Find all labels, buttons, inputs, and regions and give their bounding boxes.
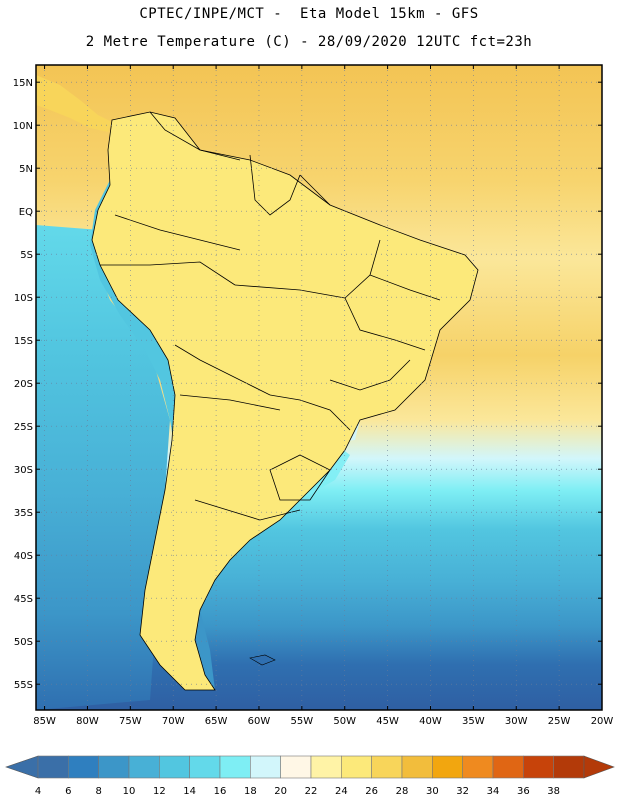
colorbar-label: 8 <box>95 786 101 797</box>
colorbar-cell <box>310 755 342 779</box>
lat-label: 55S <box>14 680 33 691</box>
colorbar-label: 14 <box>183 786 196 797</box>
colorbar-cell <box>432 755 463 779</box>
lat-label: 30S <box>14 465 33 476</box>
colorbar-label: 34 <box>487 786 500 797</box>
title-line-1: CPTEC/INPE/MCT - Eta Model 15km - GFS <box>139 6 479 22</box>
colorbar-cells <box>5 755 615 779</box>
lat-label: 25S <box>14 422 33 433</box>
title-line-2: 2 Metre Temperature (C) - 28/09/2020 12U… <box>85 34 533 50</box>
colorbar-cell <box>189 755 221 779</box>
lon-label: 80W <box>76 716 99 727</box>
colorbar-labels: 4 6 8 10 12 14 16 18 20 22 24 26 28 30 32 34 36 38 <box>35 786 560 797</box>
temperature-colorbar: 4 6 8 10 12 14 16 18 20 22 24 26 28 30 32 34 36 38 <box>5 755 615 797</box>
pacific-field <box>36 225 170 710</box>
temperature-map: 15N 10N 5N EQ 5S 10S 15S 20S 25S 30S 35S 40S 45S 50S 5… <box>13 64 613 727</box>
colorbar-label: 12 <box>153 786 166 797</box>
colorbar-label: 24 <box>335 786 348 797</box>
colorbar-cell <box>523 755 554 779</box>
colorbar-cell <box>462 755 494 779</box>
colorbar-label: 36 <box>517 786 530 797</box>
colorbar-label: 32 <box>456 786 469 797</box>
colorbar-cell <box>159 755 190 779</box>
map-frame <box>35 64 603 711</box>
lon-label: 85W <box>33 716 56 727</box>
lat-label: 40S <box>14 551 33 562</box>
lat-label: 15N <box>13 78 33 89</box>
colorbar-label: 22 <box>305 786 318 797</box>
colorbar-cell <box>68 755 99 779</box>
colorbar-label: 20 <box>274 786 287 797</box>
colorbar-label: 30 <box>426 786 439 797</box>
colorbar-label: 6 <box>65 786 71 797</box>
lat-label: 20S <box>14 379 33 390</box>
lon-label: 35W <box>462 716 485 727</box>
colorbar-cell <box>553 755 585 779</box>
lat-label: 5N <box>19 164 33 175</box>
colorbar-label: 18 <box>244 786 257 797</box>
lat-label: 45S <box>14 594 33 605</box>
lon-label: 70W <box>162 716 185 727</box>
lat-label: EQ <box>19 207 33 218</box>
lon-label: 75W <box>119 716 142 727</box>
colorbar-cell <box>219 755 251 779</box>
colorbar-cell <box>401 755 433 779</box>
lon-label: 30W <box>505 716 528 727</box>
colorbar-cell <box>371 755 403 779</box>
longitude-labels: 85W 80W 75W 70W 65W 60W 55W 50W 45W 40W 35W 30W 25W 2… <box>33 716 613 727</box>
lon-label: 65W <box>205 716 228 727</box>
colorbar-cell <box>280 755 312 779</box>
colorbar-label: 16 <box>214 786 227 797</box>
colorbar-cell <box>341 755 372 779</box>
lat-label: 50S <box>14 637 33 648</box>
lat-label: 15S <box>14 336 33 347</box>
lat-label: 5S <box>20 250 33 261</box>
central-america-land <box>36 75 112 132</box>
colorbar-low-arrow <box>5 755 39 779</box>
colorbar-high-arrow <box>583 755 615 779</box>
lat-label: 35S <box>14 508 33 519</box>
lon-label: 55W <box>291 716 314 727</box>
colorbar-label: 10 <box>123 786 136 797</box>
colorbar-cell <box>492 755 524 779</box>
lon-label: 45W <box>376 716 399 727</box>
axis-ticks <box>36 65 603 710</box>
colorbar-cell <box>98 755 130 779</box>
colorbar-label: 4 <box>35 786 41 797</box>
lon-label: 20W <box>591 716 614 727</box>
lon-label: 40W <box>419 716 442 727</box>
lon-label: 50W <box>333 716 356 727</box>
latitude-labels: 15N 10N 5N EQ 5S 10S 15S 20S 25S 30S 35S 40S 45S 50S 5… <box>13 78 33 691</box>
colorbar-cell <box>250 755 281 779</box>
falkland-islands <box>249 654 276 666</box>
lat-label: 10N <box>13 121 33 132</box>
colorbar-label: 26 <box>365 786 378 797</box>
lon-label: 60W <box>248 716 271 727</box>
colorbar-cell <box>128 755 160 779</box>
lon-label: 25W <box>548 716 571 727</box>
colorbar-cell <box>37 755 69 779</box>
lat-label: 10S <box>14 293 33 304</box>
country-borders <box>91 111 479 691</box>
colorbar-label: 38 <box>547 786 560 797</box>
colorbar-label: 28 <box>396 786 409 797</box>
